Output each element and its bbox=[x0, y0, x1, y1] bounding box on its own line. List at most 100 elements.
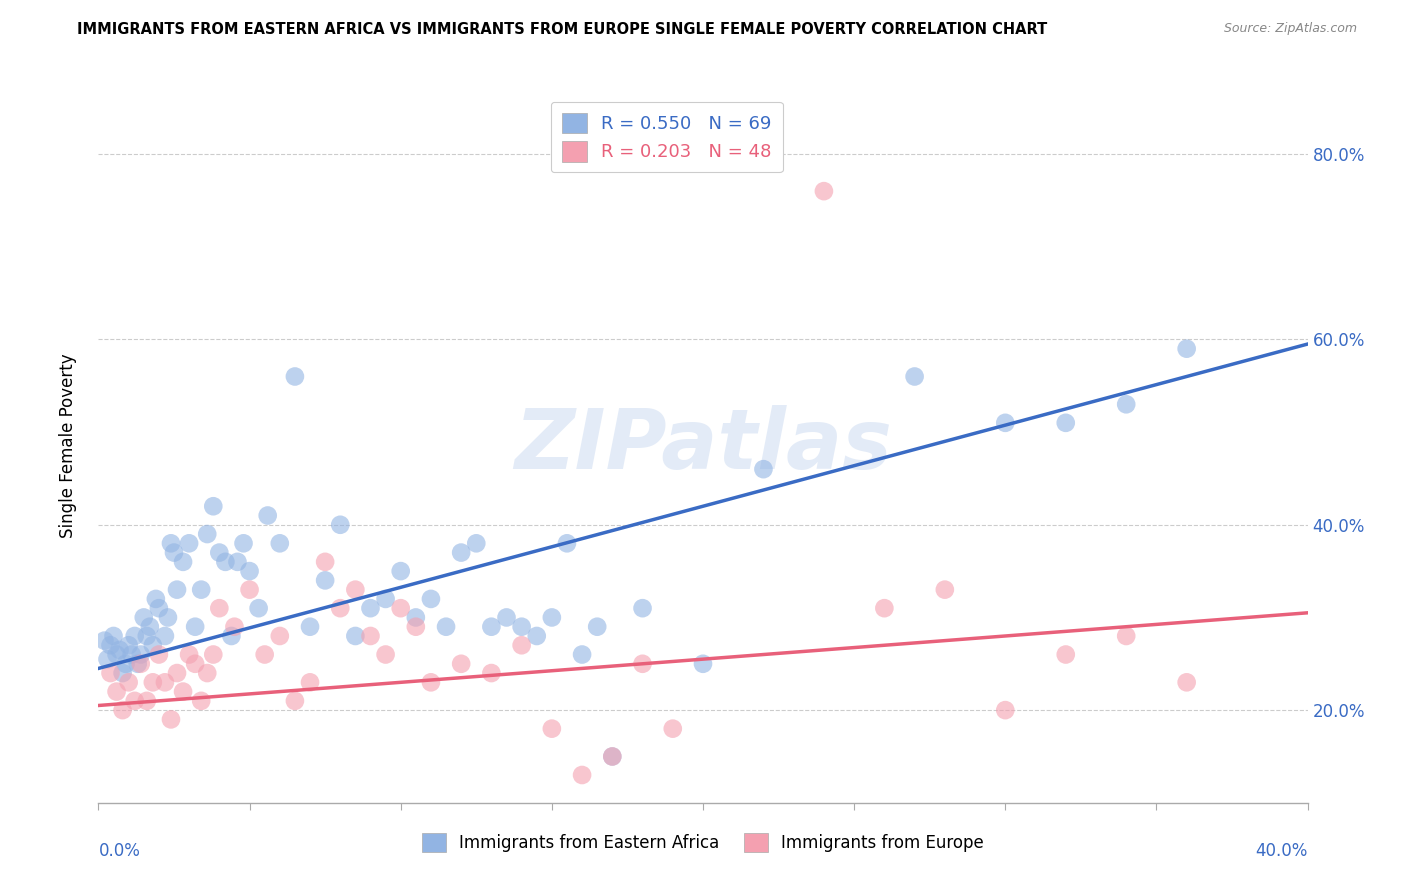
Point bbox=[1175, 342, 1198, 356]
Point bbox=[344, 629, 367, 643]
Point bbox=[114, 657, 136, 671]
Point bbox=[111, 666, 134, 681]
Point bbox=[329, 517, 352, 532]
Point bbox=[571, 768, 593, 782]
Point bbox=[179, 536, 201, 550]
Point bbox=[450, 657, 472, 671]
Point bbox=[179, 648, 201, 662]
Point bbox=[389, 564, 412, 578]
Point bbox=[571, 648, 593, 662]
Point bbox=[129, 657, 152, 671]
Point bbox=[153, 629, 176, 643]
Point bbox=[239, 564, 262, 578]
Point bbox=[661, 722, 683, 736]
Point bbox=[132, 610, 155, 624]
Point bbox=[586, 620, 609, 634]
Point bbox=[420, 591, 443, 606]
Point bbox=[510, 638, 533, 652]
Point bbox=[142, 638, 165, 652]
Point bbox=[153, 675, 176, 690]
Point bbox=[994, 416, 1017, 430]
Point bbox=[172, 684, 194, 698]
Point bbox=[540, 610, 562, 624]
Point bbox=[314, 555, 336, 569]
Point bbox=[172, 555, 194, 569]
Y-axis label: Single Female Poverty: Single Female Poverty bbox=[59, 354, 77, 538]
Point bbox=[360, 629, 382, 643]
Point bbox=[105, 684, 128, 698]
Point bbox=[904, 369, 927, 384]
Point bbox=[269, 629, 291, 643]
Point bbox=[160, 536, 183, 550]
Point bbox=[214, 555, 236, 569]
Point bbox=[602, 749, 624, 764]
Text: ZIPatlas: ZIPatlas bbox=[515, 406, 891, 486]
Point bbox=[602, 749, 624, 764]
Point bbox=[360, 601, 382, 615]
Point bbox=[481, 666, 503, 681]
Point bbox=[314, 574, 336, 588]
Point bbox=[111, 703, 134, 717]
Point bbox=[184, 657, 207, 671]
Point bbox=[1115, 397, 1137, 411]
Point bbox=[540, 722, 562, 736]
Point bbox=[1115, 629, 1137, 643]
Point bbox=[135, 694, 157, 708]
Point bbox=[202, 500, 225, 514]
Point bbox=[145, 591, 167, 606]
Text: IMMIGRANTS FROM EASTERN AFRICA VS IMMIGRANTS FROM EUROPE SINGLE FEMALE POVERTY C: IMMIGRANTS FROM EASTERN AFRICA VS IMMIGR… bbox=[77, 22, 1047, 37]
Point bbox=[873, 601, 896, 615]
Point bbox=[631, 601, 654, 615]
Point bbox=[344, 582, 367, 597]
Point bbox=[495, 610, 517, 624]
Point bbox=[434, 620, 457, 634]
Point bbox=[555, 536, 578, 550]
Point bbox=[195, 666, 218, 681]
Point bbox=[752, 462, 775, 476]
Point bbox=[103, 629, 125, 643]
Point bbox=[129, 648, 152, 662]
Point bbox=[100, 638, 122, 652]
Point bbox=[124, 694, 146, 708]
Point bbox=[127, 657, 149, 671]
Point bbox=[526, 629, 548, 643]
Point bbox=[142, 675, 165, 690]
Point bbox=[405, 620, 427, 634]
Point bbox=[100, 666, 122, 681]
Point bbox=[184, 620, 207, 634]
Point bbox=[813, 184, 835, 198]
Point bbox=[253, 648, 276, 662]
Point bbox=[269, 536, 291, 550]
Point bbox=[994, 703, 1017, 717]
Point bbox=[208, 545, 231, 559]
Point bbox=[247, 601, 270, 615]
Point bbox=[148, 648, 170, 662]
Point bbox=[166, 666, 188, 681]
Point bbox=[190, 582, 212, 597]
Point bbox=[631, 657, 654, 671]
Point bbox=[195, 527, 218, 541]
Point bbox=[118, 638, 141, 652]
Point bbox=[232, 536, 254, 550]
Point bbox=[481, 620, 503, 634]
Point bbox=[202, 648, 225, 662]
Point bbox=[934, 582, 956, 597]
Point bbox=[284, 369, 307, 384]
Point bbox=[239, 582, 262, 597]
Point bbox=[1054, 648, 1077, 662]
Point bbox=[510, 620, 533, 634]
Point bbox=[465, 536, 488, 550]
Point bbox=[1054, 416, 1077, 430]
Point bbox=[1175, 675, 1198, 690]
Point bbox=[93, 633, 115, 648]
Point bbox=[148, 601, 170, 615]
Point bbox=[299, 675, 322, 690]
Point bbox=[374, 591, 396, 606]
Point bbox=[163, 545, 186, 559]
Point bbox=[190, 694, 212, 708]
Point bbox=[405, 610, 427, 624]
Point bbox=[224, 620, 246, 634]
Point bbox=[374, 648, 396, 662]
Point bbox=[121, 648, 143, 662]
Point bbox=[105, 648, 128, 662]
